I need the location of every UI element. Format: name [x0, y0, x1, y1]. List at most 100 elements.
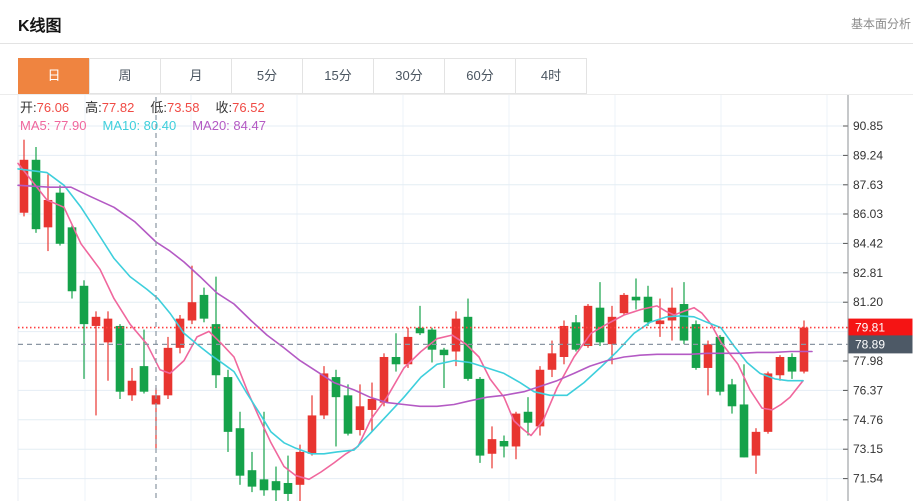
candle-body — [343, 395, 353, 434]
candle-body — [331, 377, 341, 398]
axis-label: 90.85 — [853, 119, 883, 133]
candle-body — [415, 327, 425, 334]
candlestick-chart[interactable]: 90.85 89.24 87.63 86.03 84.42 82.81 81.20 77.98… — [0, 95, 913, 501]
candle-body — [727, 384, 737, 407]
candle-body — [739, 404, 749, 458]
candle-body — [511, 413, 521, 447]
axis-label: 86.03 — [853, 207, 883, 221]
candle-body — [547, 353, 557, 370]
candle-body — [43, 199, 53, 228]
candle-body — [283, 482, 293, 494]
candle-body — [295, 451, 305, 485]
tab-5分[interactable]: 5分 — [231, 58, 303, 94]
ma20-line — [17, 184, 813, 408]
candle-body — [535, 369, 545, 427]
candle-body — [79, 285, 89, 325]
candle-body — [703, 344, 713, 368]
candle-body — [583, 305, 593, 347]
candle-body — [367, 398, 377, 410]
candle-body — [475, 378, 485, 456]
candle-body — [175, 318, 185, 348]
axis-label: 74.76 — [853, 413, 883, 427]
axis-label: 89.24 — [853, 148, 883, 162]
candle-body — [499, 440, 509, 447]
page-title: K线图 — [18, 18, 62, 35]
axis-label: 73.15 — [853, 442, 883, 456]
candle-body — [487, 439, 497, 454]
candle-body — [115, 325, 125, 392]
candle-body — [691, 324, 701, 368]
candle-body — [199, 294, 209, 319]
candle-body — [763, 373, 773, 432]
axis-label: 71.54 — [853, 472, 883, 486]
tab-60分[interactable]: 60分 — [444, 58, 516, 94]
candle-body — [391, 356, 401, 365]
candle-body — [163, 347, 173, 396]
chart-canvas[interactable]: 90.85 89.24 87.63 86.03 84.42 82.81 81.20 77.98… — [0, 95, 913, 501]
crosshair-price-badge — [848, 335, 913, 354]
candle-body — [439, 349, 449, 356]
candle-body — [355, 406, 365, 431]
candle-body — [223, 377, 233, 432]
candle-body — [799, 327, 809, 372]
tab-月[interactable]: 月 — [160, 58, 232, 94]
candle-body — [715, 336, 725, 392]
axis-label: 77.98 — [853, 354, 883, 368]
axis-label: 84.42 — [853, 236, 883, 250]
candle-body — [643, 296, 653, 323]
candle-body — [235, 428, 245, 476]
candle-body — [655, 320, 665, 325]
candle-body — [91, 316, 101, 326]
tab-日[interactable]: 日 — [18, 58, 90, 94]
fundamental-analysis-link[interactable]: 基本面分析 — [850, 17, 911, 31]
tab-4时[interactable]: 4时 — [515, 58, 587, 94]
candle-body — [103, 318, 113, 343]
axis-label: 87.63 — [853, 178, 883, 192]
axis-label: 82.81 — [853, 266, 883, 280]
candle-body — [571, 322, 581, 350]
period-tab-bar: 日周月 5分 15分 30分 60分 4时 — [18, 58, 587, 94]
candle-body — [427, 329, 437, 350]
candle-body — [247, 470, 257, 487]
candle-body — [775, 356, 785, 376]
ma5-line — [17, 162, 804, 481]
candle-body — [523, 411, 533, 423]
candle-body — [751, 431, 761, 456]
candle-body — [607, 316, 617, 345]
tab-周[interactable]: 周 — [89, 58, 161, 94]
tab-bar-baseline — [0, 94, 913, 95]
tab-15分[interactable]: 15分 — [302, 58, 374, 94]
candle-body — [787, 356, 797, 372]
page-header: K线图 基本面分析 — [0, 0, 913, 43]
axis-label: 81.20 — [853, 295, 883, 309]
candle-body — [595, 307, 605, 343]
candle-body — [271, 481, 281, 491]
title-divider — [0, 43, 913, 44]
candle-body — [31, 159, 41, 230]
candle-body — [67, 227, 77, 292]
candle-body — [451, 318, 461, 352]
candle-body — [139, 366, 149, 392]
candle-body — [187, 302, 197, 321]
ma10-line — [17, 168, 804, 455]
candle-body — [127, 380, 137, 396]
candle-body — [151, 395, 161, 405]
candle-body — [379, 356, 389, 403]
candle-body — [619, 294, 629, 314]
candle-body — [259, 479, 269, 491]
axis-label: 76.37 — [853, 383, 883, 397]
crosshair-price-badge-label: 78.89 — [855, 337, 885, 351]
candle-body — [211, 324, 221, 376]
candle-body — [559, 325, 569, 357]
last-price-badge — [848, 318, 913, 337]
candle-body — [55, 192, 65, 244]
candle-body — [631, 296, 641, 301]
candle-body — [679, 304, 689, 341]
candle-body — [403, 336, 413, 365]
tab-30分[interactable]: 30分 — [373, 58, 445, 94]
last-price-badge-label: 79.81 — [855, 321, 885, 335]
candle-body — [463, 316, 473, 379]
candle-body — [319, 373, 329, 416]
candle-body — [307, 415, 317, 454]
